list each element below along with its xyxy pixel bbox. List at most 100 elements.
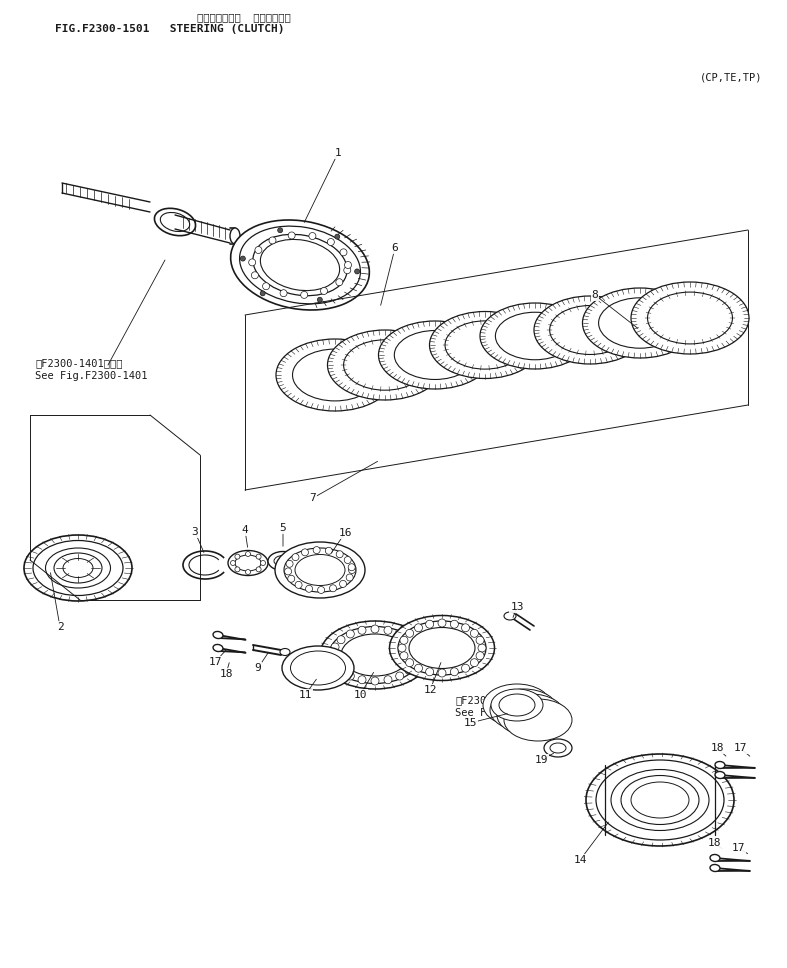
Circle shape <box>269 237 276 244</box>
Circle shape <box>320 287 327 294</box>
Ellipse shape <box>341 634 409 676</box>
Circle shape <box>461 664 470 672</box>
Ellipse shape <box>504 612 516 620</box>
Circle shape <box>348 563 355 571</box>
Ellipse shape <box>24 535 132 601</box>
Ellipse shape <box>282 646 354 690</box>
Ellipse shape <box>409 627 475 669</box>
Ellipse shape <box>480 303 590 369</box>
Circle shape <box>355 269 360 274</box>
Circle shape <box>405 629 414 637</box>
Ellipse shape <box>379 321 492 389</box>
Ellipse shape <box>344 340 427 390</box>
Text: 第F2300-1401図参照: 第F2300-1401図参照 <box>35 358 123 368</box>
Circle shape <box>346 672 354 681</box>
Ellipse shape <box>631 782 689 818</box>
Circle shape <box>313 547 320 554</box>
Ellipse shape <box>394 330 475 379</box>
Circle shape <box>256 567 261 572</box>
Circle shape <box>400 636 408 645</box>
Ellipse shape <box>611 770 709 831</box>
Text: 11: 11 <box>298 690 312 700</box>
Circle shape <box>246 569 250 574</box>
Circle shape <box>251 272 258 279</box>
Circle shape <box>246 552 250 557</box>
Circle shape <box>426 620 434 628</box>
Ellipse shape <box>231 220 369 310</box>
Circle shape <box>235 567 240 572</box>
Circle shape <box>344 557 351 563</box>
Ellipse shape <box>329 626 421 683</box>
Ellipse shape <box>599 298 682 348</box>
Ellipse shape <box>280 649 290 655</box>
Circle shape <box>358 626 366 634</box>
Circle shape <box>349 566 356 573</box>
Circle shape <box>235 554 240 560</box>
Ellipse shape <box>495 313 575 360</box>
Ellipse shape <box>490 689 558 731</box>
Circle shape <box>405 636 413 644</box>
Circle shape <box>318 587 324 593</box>
Ellipse shape <box>631 282 749 354</box>
Ellipse shape <box>46 548 110 588</box>
Circle shape <box>471 658 478 667</box>
Circle shape <box>301 291 308 298</box>
Ellipse shape <box>228 551 268 576</box>
Text: 10: 10 <box>353 690 367 700</box>
Circle shape <box>337 666 345 675</box>
Circle shape <box>327 238 334 246</box>
Circle shape <box>438 619 446 627</box>
Ellipse shape <box>504 699 572 741</box>
Circle shape <box>400 651 408 660</box>
Ellipse shape <box>275 542 365 598</box>
Circle shape <box>411 643 419 650</box>
Circle shape <box>345 261 352 268</box>
Circle shape <box>411 659 419 667</box>
Circle shape <box>288 232 295 239</box>
Ellipse shape <box>253 234 347 295</box>
Ellipse shape <box>290 651 345 685</box>
Circle shape <box>358 676 366 683</box>
Circle shape <box>280 289 287 296</box>
Ellipse shape <box>54 553 102 583</box>
Ellipse shape <box>549 306 630 354</box>
Ellipse shape <box>534 296 646 364</box>
Text: 18: 18 <box>708 838 721 848</box>
Ellipse shape <box>586 754 734 846</box>
Circle shape <box>249 258 256 266</box>
Circle shape <box>471 629 478 637</box>
Ellipse shape <box>430 312 541 378</box>
Circle shape <box>405 666 413 675</box>
Circle shape <box>413 651 421 659</box>
Ellipse shape <box>274 556 292 566</box>
Ellipse shape <box>295 555 345 586</box>
Circle shape <box>384 626 392 634</box>
Circle shape <box>331 659 339 667</box>
Circle shape <box>255 247 262 254</box>
Ellipse shape <box>596 760 724 840</box>
Text: 8: 8 <box>592 290 598 300</box>
Ellipse shape <box>621 775 699 825</box>
Ellipse shape <box>398 621 486 675</box>
Text: 12: 12 <box>423 685 437 695</box>
Ellipse shape <box>497 694 565 736</box>
Ellipse shape <box>320 621 430 689</box>
Ellipse shape <box>235 555 261 571</box>
Circle shape <box>309 232 316 239</box>
Circle shape <box>305 586 312 592</box>
Text: 5: 5 <box>279 523 286 533</box>
Circle shape <box>325 547 332 555</box>
Text: 第F2300-1401図参照: 第F2300-1401図参照 <box>455 695 542 705</box>
Circle shape <box>336 551 343 558</box>
Text: See Fig.F2300-1401: See Fig.F2300-1401 <box>455 708 567 718</box>
Circle shape <box>292 554 299 560</box>
Text: 13: 13 <box>510 602 524 612</box>
Text: (CP,TE,TP): (CP,TE,TP) <box>700 72 763 82</box>
Circle shape <box>256 554 261 560</box>
Circle shape <box>337 636 345 644</box>
Text: 2: 2 <box>57 622 64 632</box>
Circle shape <box>476 636 484 645</box>
Ellipse shape <box>230 228 240 244</box>
Ellipse shape <box>715 771 725 778</box>
Text: ステアリング＊  （クラッチ）: ステアリング＊ （クラッチ） <box>197 12 290 22</box>
